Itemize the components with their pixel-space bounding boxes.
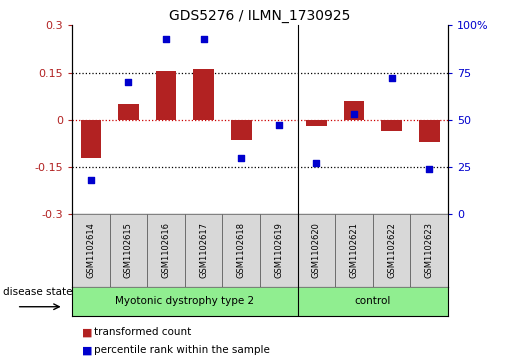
Point bbox=[200, 36, 208, 41]
Text: ■: ■ bbox=[82, 327, 93, 337]
Bar bbox=[410, 214, 448, 287]
Bar bbox=[419, 120, 440, 142]
Point bbox=[312, 160, 320, 166]
Bar bbox=[298, 287, 448, 316]
Point bbox=[388, 76, 396, 81]
Text: GSM1102615: GSM1102615 bbox=[124, 223, 133, 278]
Bar bbox=[344, 101, 365, 120]
Text: GSM1102614: GSM1102614 bbox=[87, 223, 95, 278]
Text: transformed count: transformed count bbox=[94, 327, 191, 337]
Point bbox=[237, 155, 245, 160]
Text: disease state: disease state bbox=[3, 287, 73, 297]
Bar bbox=[118, 104, 139, 120]
Point bbox=[87, 177, 95, 183]
Bar bbox=[72, 287, 298, 316]
Point bbox=[125, 79, 133, 85]
Bar bbox=[80, 120, 101, 158]
Text: GSM1102623: GSM1102623 bbox=[425, 223, 434, 278]
Bar bbox=[381, 120, 402, 131]
Text: Myotonic dystrophy type 2: Myotonic dystrophy type 2 bbox=[115, 296, 254, 306]
Bar bbox=[373, 214, 410, 287]
Text: GSM1102618: GSM1102618 bbox=[237, 223, 246, 278]
Bar bbox=[298, 214, 335, 287]
Text: GSM1102617: GSM1102617 bbox=[199, 223, 208, 278]
Text: GSM1102619: GSM1102619 bbox=[274, 223, 283, 278]
Bar bbox=[156, 71, 177, 120]
Text: GSM1102621: GSM1102621 bbox=[350, 223, 358, 278]
Text: GSM1102616: GSM1102616 bbox=[162, 223, 170, 278]
Bar bbox=[260, 214, 298, 287]
Bar bbox=[193, 69, 214, 120]
Text: percentile rank within the sample: percentile rank within the sample bbox=[94, 345, 270, 355]
Bar bbox=[306, 120, 327, 126]
Point bbox=[162, 36, 170, 41]
Bar bbox=[231, 120, 252, 140]
Bar bbox=[335, 214, 373, 287]
Point bbox=[425, 166, 434, 172]
Point bbox=[350, 111, 358, 117]
Bar bbox=[72, 214, 110, 287]
Text: control: control bbox=[355, 296, 391, 306]
Text: GSM1102620: GSM1102620 bbox=[312, 223, 321, 278]
Title: GDS5276 / ILMN_1730925: GDS5276 / ILMN_1730925 bbox=[169, 9, 351, 23]
Bar bbox=[185, 214, 222, 287]
Bar bbox=[147, 214, 185, 287]
Bar bbox=[222, 214, 260, 287]
Bar bbox=[110, 214, 147, 287]
Text: GSM1102622: GSM1102622 bbox=[387, 223, 396, 278]
Text: ■: ■ bbox=[82, 345, 93, 355]
Point bbox=[275, 123, 283, 129]
